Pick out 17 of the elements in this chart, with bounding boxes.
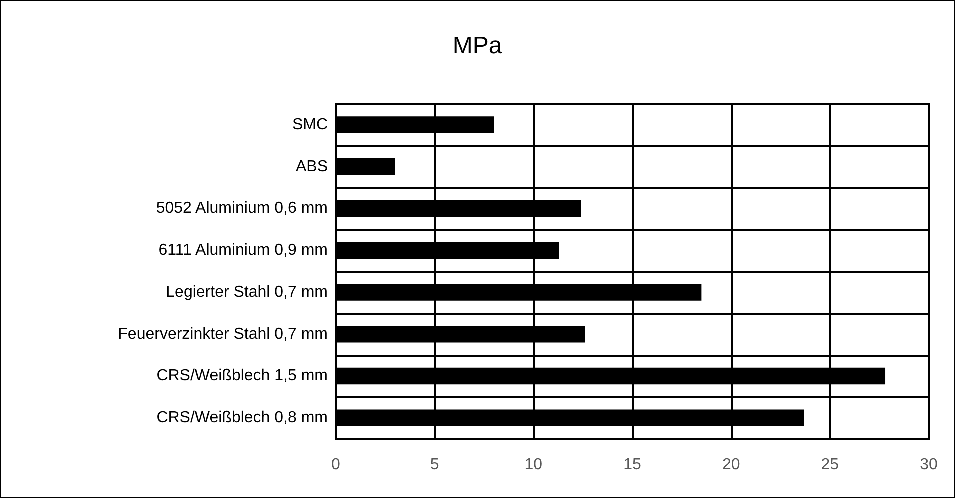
y-tick-label: 5052 Aluminium 0,6 mm [156, 200, 328, 218]
y-tick-label: Legierter Stahl 0,7 mm [166, 284, 328, 301]
y-tick-label: Feuerverzinkter Stahl 0,7 mm [118, 326, 328, 343]
y-tick-label: ABS [296, 158, 328, 176]
x-tick-label: 0 [332, 456, 341, 474]
x-tick-label: 30 [920, 456, 938, 474]
chart-title: MPa [452, 32, 503, 60]
x-tick-label: 20 [722, 456, 740, 474]
bar [336, 158, 396, 176]
x-tick-label: 5 [430, 456, 440, 474]
x-tick-label: 15 [624, 456, 642, 474]
y-tick-label: CRS/Weißblech 0,8 mm [156, 410, 328, 427]
x-tick-label: 10 [524, 456, 543, 474]
y-tick-label: CRS/Weißblech 1,5 mm [156, 368, 328, 385]
x-tick-label: 25 [821, 456, 840, 474]
y-tick-label: SMC [292, 116, 328, 134]
y-tick-label: 6111 Aluminium 0,9 mm [158, 242, 328, 260]
